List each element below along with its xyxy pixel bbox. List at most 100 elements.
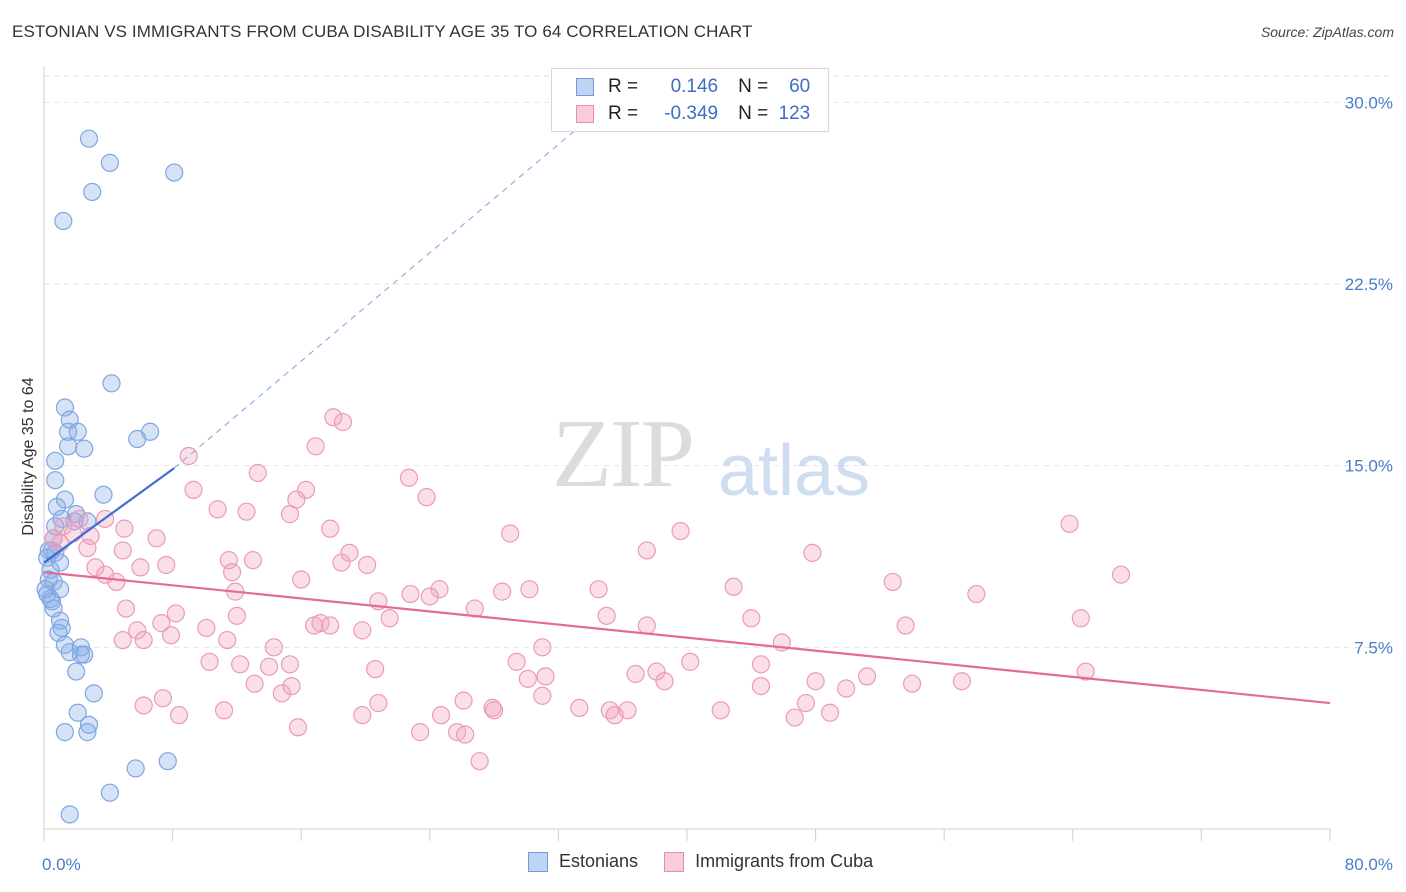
- cuba-point: [208, 500, 227, 519]
- estonians-point: [100, 153, 120, 172]
- legend-n-value: 123: [778, 103, 811, 124]
- cuba-point: [430, 580, 449, 599]
- cuba-point: [86, 558, 105, 577]
- cuba-point: [222, 563, 242, 582]
- cuba-point: [113, 541, 132, 560]
- cuba-point: [785, 708, 804, 727]
- estonians-point: [67, 505, 86, 524]
- cuba-point: [952, 672, 971, 691]
- y-axis-label: Disability Age 35 to 64: [20, 377, 37, 535]
- cuba-point: [280, 655, 300, 674]
- estonians-point: [83, 182, 102, 202]
- cuba-point: [671, 521, 690, 541]
- estonians-point: [46, 451, 65, 470]
- estonians-point: [128, 429, 147, 449]
- estonians-trend-dashed: [173, 89, 624, 469]
- estonians-point: [68, 422, 87, 441]
- cuba-point: [742, 609, 761, 628]
- cuba-point: [157, 555, 176, 575]
- estonians-point: [75, 439, 94, 458]
- cuba-point: [366, 660, 385, 679]
- cuba-point: [288, 718, 308, 737]
- x-tick-label: 80.0%: [1345, 855, 1393, 874]
- cuba-point: [147, 529, 166, 548]
- cuba-point: [231, 655, 250, 674]
- estonians-point: [94, 485, 113, 504]
- cuba-point: [78, 538, 97, 558]
- cuba-point: [292, 570, 311, 589]
- estonians-point: [158, 752, 177, 771]
- estonians-point: [165, 163, 184, 182]
- cuba-point: [131, 558, 150, 577]
- estonians-trend-line: [43, 467, 175, 564]
- correlation-legend: R = 0.146 N = 60 R = -0.349 N = 123: [551, 68, 829, 132]
- legend-row-cuba: R = -0.349 N = 123: [576, 103, 810, 125]
- estonians-point: [60, 805, 79, 824]
- cuba-point: [134, 696, 153, 715]
- y-tick-label: 30.0%: [1345, 93, 1393, 112]
- cuba-point: [637, 541, 656, 560]
- cuba-point: [637, 616, 656, 635]
- cuba-point: [358, 555, 377, 575]
- estonians-point: [79, 715, 99, 734]
- cuba-point: [161, 626, 181, 645]
- cuba-point: [282, 676, 301, 696]
- cuba-point: [570, 698, 589, 717]
- cuba-point: [324, 408, 343, 427]
- cuba-point: [152, 614, 171, 633]
- cuba-point: [501, 524, 520, 543]
- legend-n-value: 60: [789, 76, 811, 97]
- cuba-point: [237, 502, 256, 521]
- estonians-point: [55, 398, 74, 417]
- legend-swatch-blue: [576, 78, 594, 96]
- cuba-point: [806, 672, 825, 691]
- cuba-point: [166, 604, 185, 623]
- cuba-point: [197, 618, 216, 638]
- estonians-point: [75, 645, 94, 664]
- cuba-point: [321, 616, 340, 635]
- cuba-point: [820, 703, 840, 722]
- estonians-point: [50, 553, 70, 572]
- series-swatch-blue: [528, 851, 548, 872]
- cuba-point: [796, 693, 816, 713]
- cuba-point: [321, 519, 340, 538]
- cuba-point: [1071, 609, 1090, 628]
- cuba-point: [533, 686, 552, 705]
- cuba-point: [803, 543, 822, 562]
- cuba-point: [837, 679, 856, 698]
- cuba-point: [332, 553, 351, 572]
- cuba-point: [115, 519, 134, 538]
- estonians-point: [100, 783, 120, 802]
- cuba-point: [533, 638, 552, 657]
- estonians-point: [46, 471, 65, 490]
- cuba-point: [227, 606, 246, 625]
- cuba-point: [200, 652, 219, 671]
- cuba-point: [589, 580, 608, 599]
- cuba-point: [116, 599, 136, 618]
- legend-r-value: 0.146: [670, 76, 719, 97]
- legend-r-value: -0.349: [664, 103, 719, 124]
- legend-swatch-pink: [576, 105, 594, 123]
- cuba-point: [902, 674, 922, 693]
- cuba-point: [243, 551, 263, 570]
- y-tick-label: 15.0%: [1345, 457, 1393, 476]
- estonians-point: [79, 129, 99, 148]
- cuba-point: [751, 676, 771, 696]
- cuba-point: [218, 630, 237, 650]
- cuba-point: [1060, 514, 1079, 533]
- estonians-point: [60, 643, 79, 662]
- cuba-point: [655, 672, 674, 691]
- cuba-point: [306, 437, 325, 456]
- cuba-point: [280, 505, 300, 524]
- y-tick-label: 22.5%: [1345, 275, 1393, 294]
- estonians-point: [54, 211, 73, 231]
- estonians-point: [102, 374, 121, 393]
- cuba-point: [259, 657, 279, 676]
- cuba-point: [681, 652, 700, 671]
- cuba-point: [411, 723, 430, 742]
- cuba-point: [431, 706, 451, 725]
- legend-r-label: R =: [608, 76, 639, 97]
- legend-row-estonians: R = 0.146 N = 60: [576, 76, 810, 98]
- cuba-point: [711, 701, 730, 720]
